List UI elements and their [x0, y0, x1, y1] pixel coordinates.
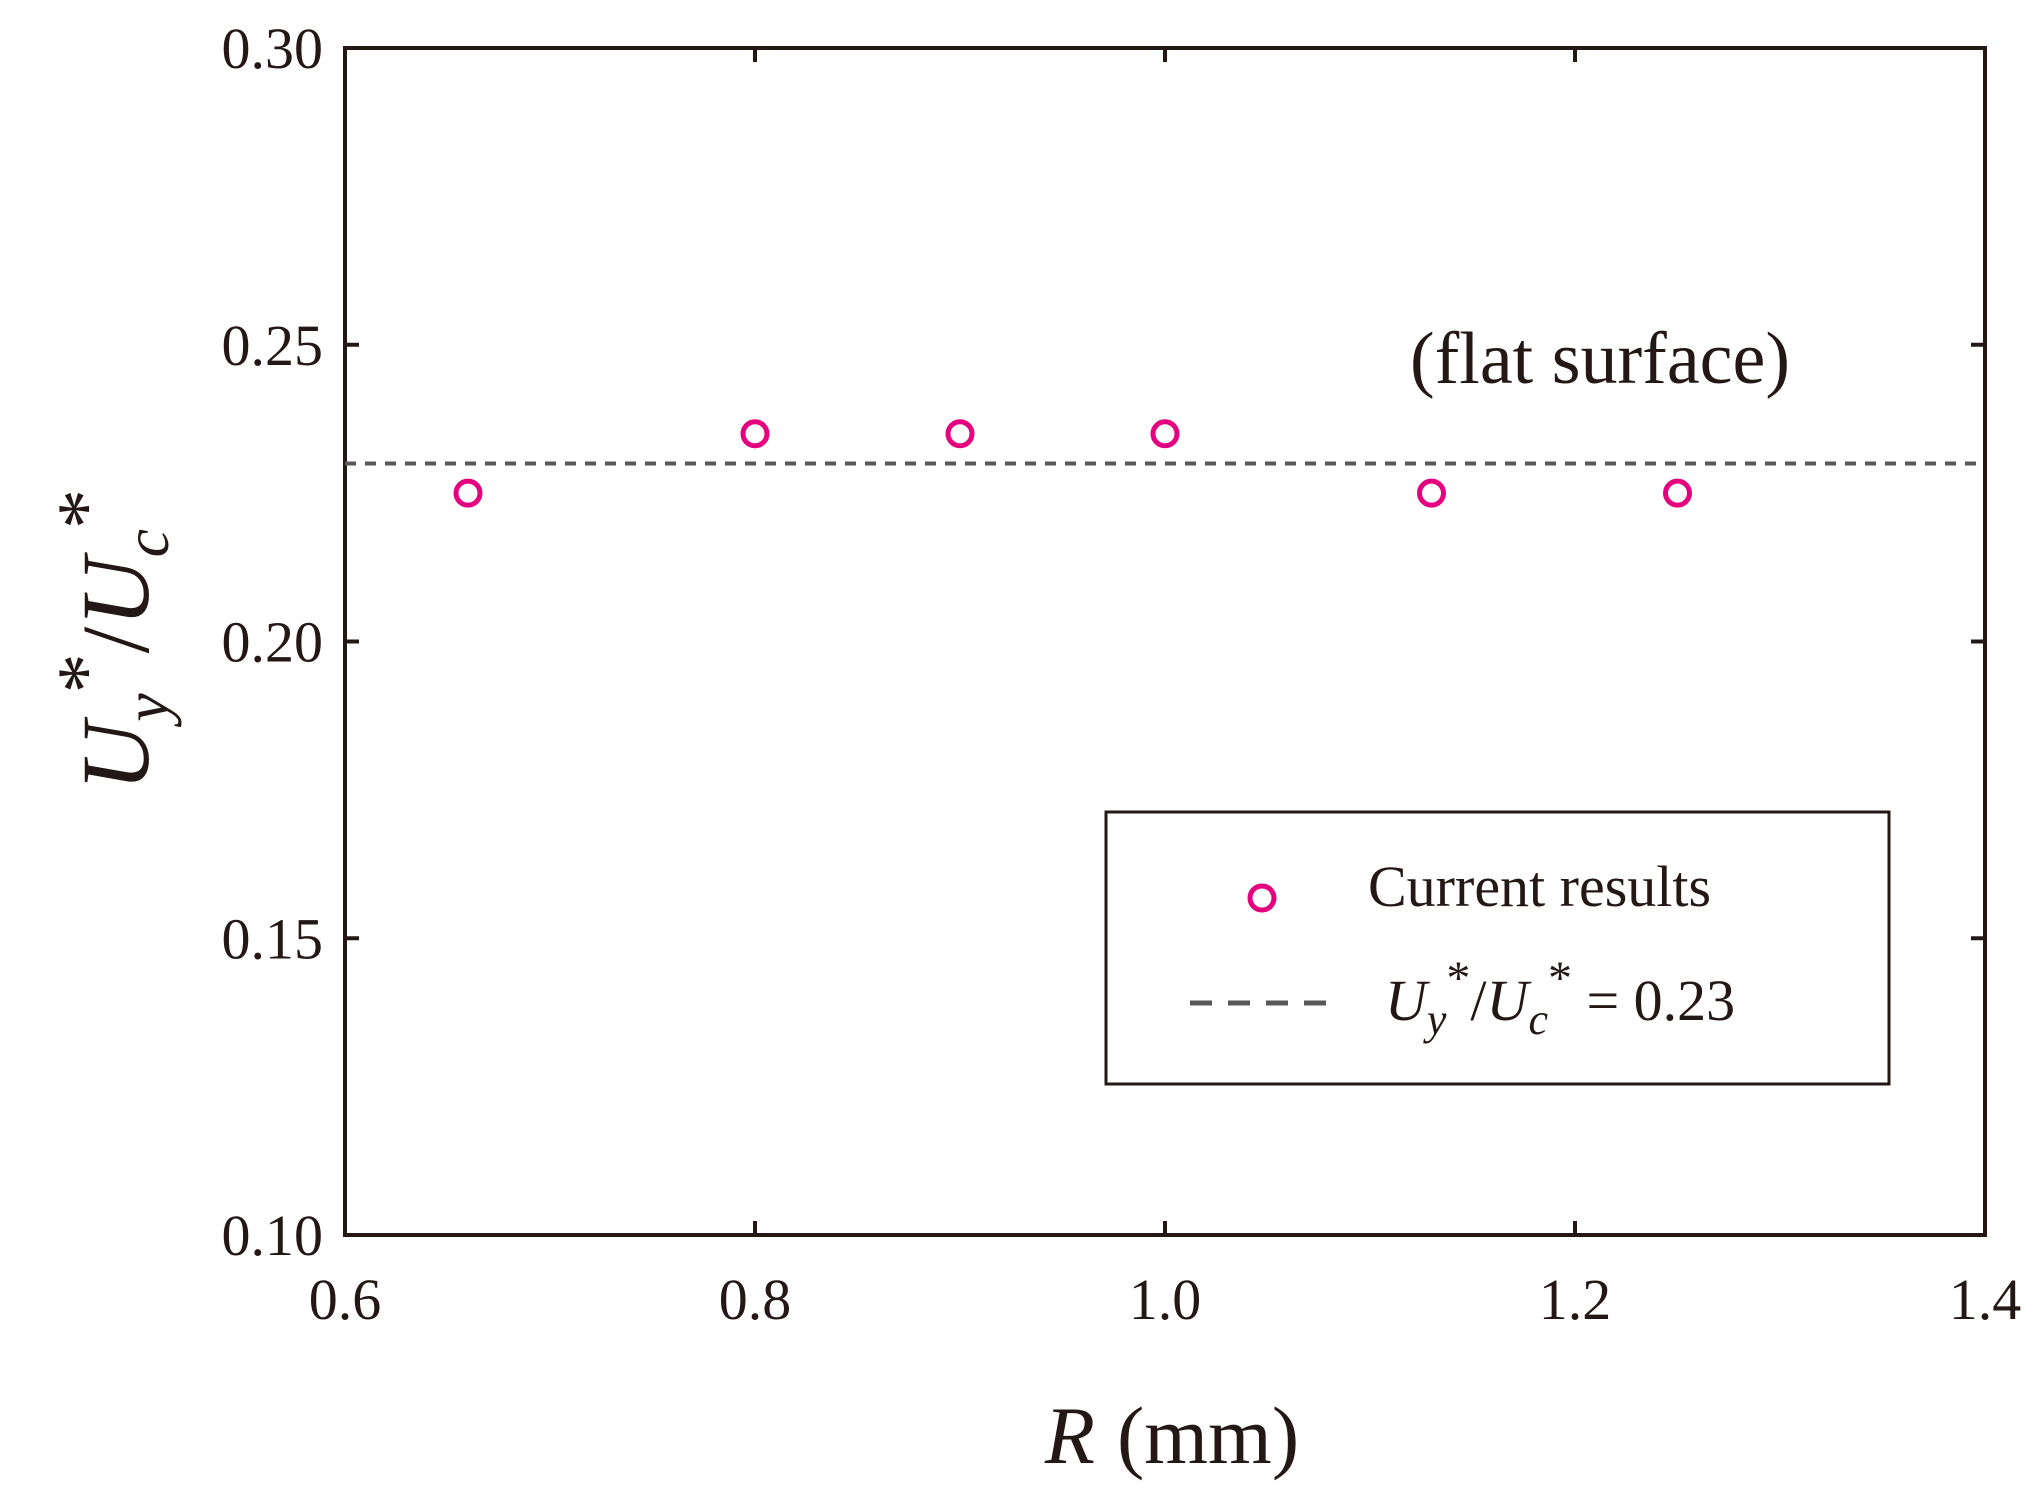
- data-point: [945, 419, 975, 449]
- leg-star2: *: [1548, 952, 1572, 1005]
- y-tick-label: 0.10: [222, 1203, 324, 1268]
- x-tick-label: 1.2: [1539, 1267, 1612, 1332]
- x-axis-ticks: 0.6 0.8 1.0 1.2 1.4: [309, 48, 2022, 1332]
- x-axis-unit: (mm): [1117, 1390, 1299, 1481]
- x-tick-label: 1.4: [1949, 1267, 2022, 1332]
- legend-marker-circle: [1247, 883, 1277, 913]
- y-title-star2: *: [42, 489, 130, 529]
- y-title-sub2: c: [111, 529, 182, 557]
- leg-eq: = 0.23: [1572, 968, 1735, 1033]
- legend-box: [1104, 810, 1891, 1086]
- y-title-slash: /: [62, 626, 169, 653]
- legend-label-reference: Uy*/Uc* = 0.23: [1385, 952, 1735, 1044]
- legend-label-current-results: Current results: [1368, 854, 1711, 919]
- data-point: [453, 478, 483, 508]
- x-axis-title: R (mm): [1044, 1390, 1299, 1481]
- data-point: [740, 419, 770, 449]
- y-title-u1: U: [62, 716, 169, 791]
- x-axis-var: R: [1044, 1390, 1095, 1481]
- y-axis-title: Uy*/Uc*: [42, 489, 182, 791]
- data-point: [1663, 478, 1692, 508]
- x-tick-label: 0.8: [719, 1267, 792, 1332]
- annotation-flat-surface: (flat surface): [1410, 318, 1790, 400]
- legend: Current results Uy*/Uc* = 0.23: [1104, 810, 1891, 1086]
- y-tick-label: 0.25: [222, 313, 324, 378]
- data-points: [453, 419, 1692, 508]
- y-title-sub1: y: [111, 693, 182, 728]
- leg-sub2: c: [1528, 995, 1548, 1044]
- y-title-star1: *: [42, 653, 130, 693]
- leg-star1: *: [1446, 952, 1470, 1005]
- x-tick-label: 1.0: [1129, 1267, 1202, 1332]
- leg-u1: U: [1385, 968, 1431, 1033]
- leg-slash: /: [1470, 968, 1487, 1033]
- data-point: [1150, 419, 1180, 449]
- data-point: [1417, 478, 1446, 508]
- leg-sub1: y: [1423, 995, 1447, 1044]
- y-axis-ticks: 0.10 0.15 0.20 0.25 0.30: [222, 16, 1985, 1268]
- x-tick-label: 0.6: [309, 1267, 382, 1332]
- leg-u2: U: [1487, 968, 1533, 1033]
- y-tick-label: 0.15: [222, 906, 324, 971]
- y-tick-label: 0.20: [222, 610, 324, 675]
- y-title-u2: U: [62, 552, 169, 627]
- y-tick-label: 0.30: [222, 16, 324, 81]
